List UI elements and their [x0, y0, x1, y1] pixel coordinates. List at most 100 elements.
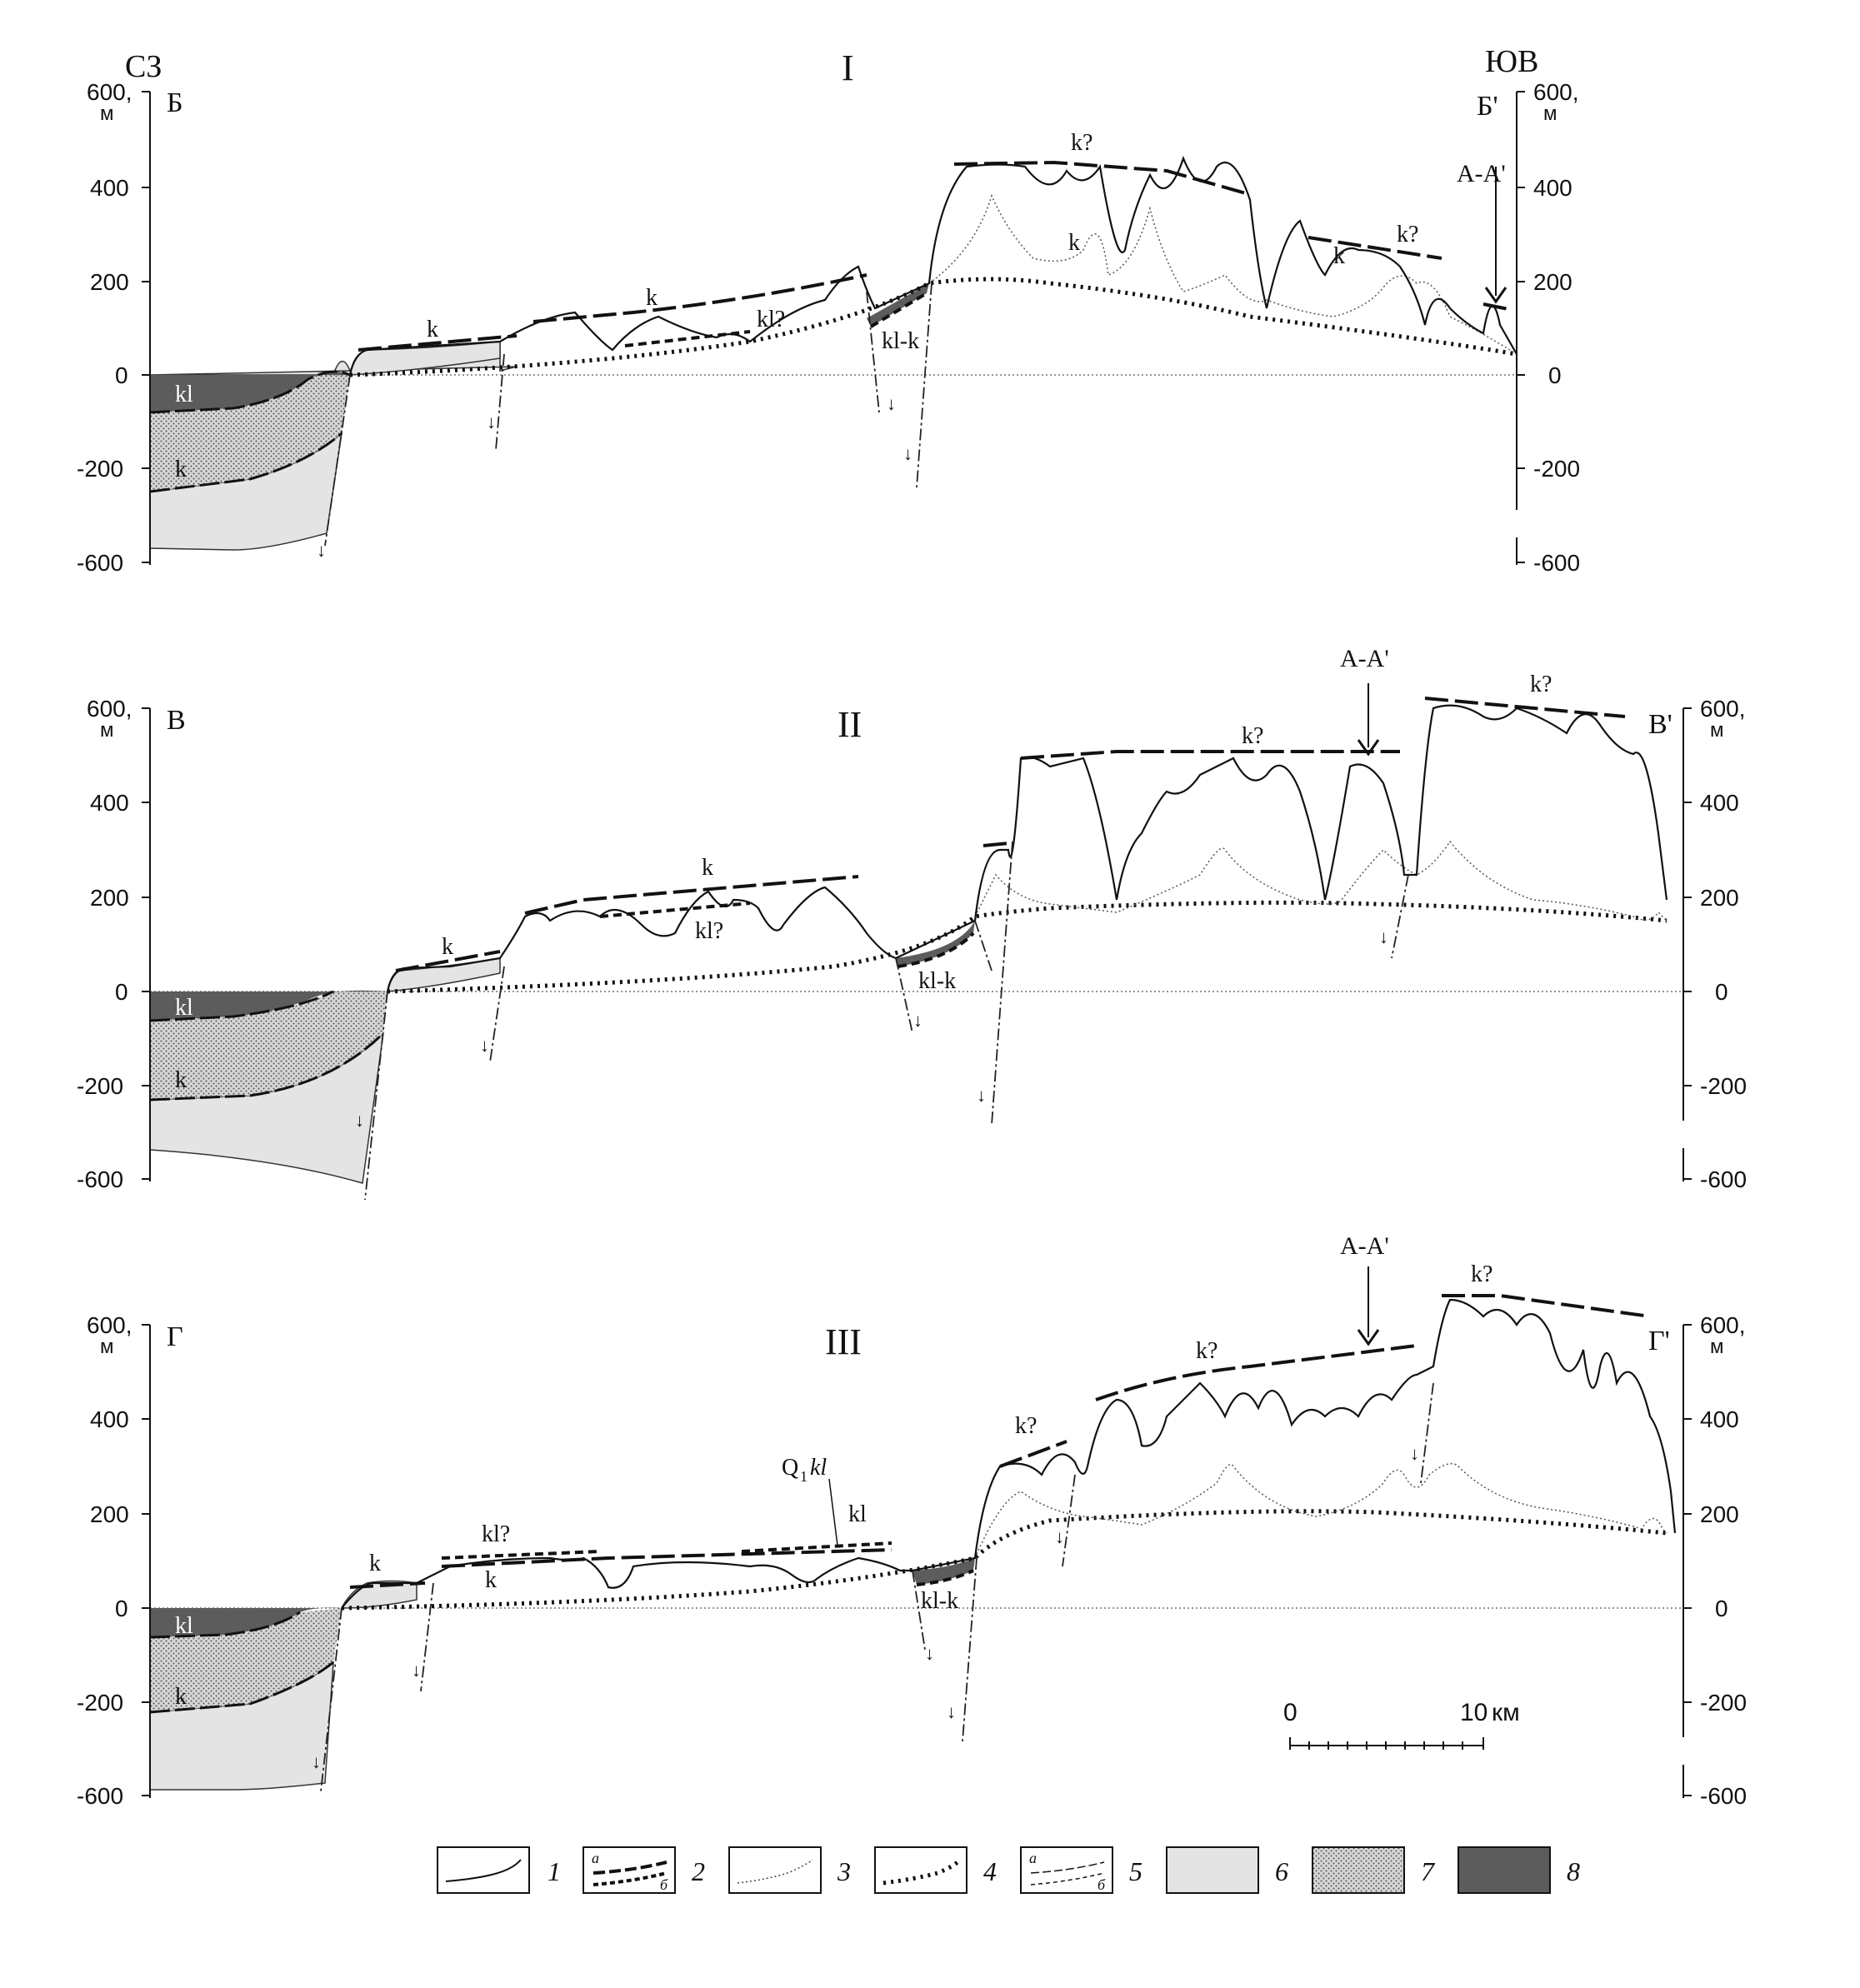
unit-label: k: [175, 1684, 187, 1710]
unit-label: kl-k: [918, 968, 956, 994]
unit-label: k?: [1397, 222, 1418, 247]
tick-400: 400: [90, 1406, 129, 1432]
unit-label: k?: [1471, 1261, 1492, 1287]
tick-600: 600,: [87, 696, 132, 722]
legend-swatch-7: [1312, 1846, 1405, 1894]
legend-num-6: 6: [1275, 1856, 1288, 1886]
tick-unit: м: [100, 719, 114, 742]
svg-text:↓: ↓: [1410, 1443, 1419, 1464]
svg-text:↓: ↓: [947, 1701, 956, 1722]
tick-unit: м: [100, 1336, 114, 1358]
unit-label: k: [485, 1567, 497, 1593]
unit-dark: [150, 372, 350, 412]
profile-end-label: Г': [1648, 1326, 1670, 1356]
legend-num-3: 3: [837, 1856, 851, 1886]
tick-neg600: -600: [77, 550, 123, 576]
legend-swatch-5: [1020, 1846, 1113, 1894]
tick-0-r: 0: [1548, 362, 1562, 388]
profile-II: ↓ ↓ ↓ ↓ ↓ 600, м 400 200 0 -200 -600 600…: [77, 645, 1747, 1201]
tick-400-r: 400: [1533, 175, 1572, 201]
legend: 1 а б 2 3 4 а б 5 6 7 8: [437, 1846, 1580, 1894]
unit-label: kl?: [482, 1521, 510, 1547]
profile-numeral: III: [825, 1321, 862, 1362]
unit-label: k: [175, 457, 187, 482]
tick-600-r: 600,: [1533, 79, 1579, 105]
unit-label: kl: [848, 1501, 867, 1527]
unit-label: k: [702, 855, 713, 881]
profile-start-label: Г: [167, 1321, 183, 1352]
unit-label: kl-k: [882, 328, 919, 354]
corner-label-nw: СЗ: [125, 49, 162, 84]
profile-start-label: Б: [167, 87, 183, 118]
svg-text:↓: ↓: [355, 1110, 364, 1131]
arrow-label: А-А': [1457, 160, 1506, 187]
unit-label: k: [646, 285, 658, 311]
scale-unit: км: [1492, 1699, 1520, 1726]
legend-swatch-4: [874, 1846, 968, 1894]
unit-label: k?: [1015, 1413, 1037, 1439]
profile-numeral: I: [842, 47, 854, 88]
unit-label: k?: [1196, 1338, 1218, 1364]
unit-label: kl: [175, 995, 193, 1021]
tick-0: 0: [115, 1596, 128, 1621]
unit-label: k: [427, 317, 438, 342]
tick-neg200: -200: [77, 1690, 123, 1716]
svg-text:↓: ↓: [903, 443, 912, 464]
unit-label: k?: [1530, 672, 1552, 697]
legend-sub-b-5: б: [1098, 1876, 1106, 1893]
scale-end: 10: [1460, 1699, 1488, 1726]
tick-neg200-r: -200: [1533, 456, 1580, 482]
unit-label: k: [1068, 230, 1080, 256]
unit-stipple: [150, 1608, 342, 1712]
tick-0-r: 0: [1715, 979, 1728, 1005]
svg-text:↓: ↓: [1379, 927, 1388, 947]
legend-num-7: 7: [1421, 1856, 1436, 1886]
tick-0: 0: [115, 979, 128, 1005]
tick-600: 600,: [87, 79, 132, 105]
legend-swatch-8: [1458, 1846, 1551, 1894]
profile-I: ↓ ↓ ↓ ↓ 600, м 400 200 0 -200 -600 60: [77, 47, 1580, 576]
svg-text:↓: ↓: [925, 1643, 934, 1664]
legend-num-4: 4: [983, 1856, 997, 1886]
tick-neg200: -200: [77, 1073, 123, 1099]
tick-neg200: -200: [77, 456, 123, 482]
svg-text:↓: ↓: [312, 1751, 321, 1772]
svg-text:↓: ↓: [887, 393, 896, 414]
corner-label-se: ЮВ: [1485, 44, 1538, 79]
profile-numeral: II: [838, 704, 862, 745]
unit-label: 1: [800, 1468, 808, 1485]
tick-200: 200: [90, 1501, 129, 1527]
unit-dark-wedge: [896, 921, 975, 967]
unit-label: kl: [175, 382, 193, 407]
unit-label: k?: [1242, 723, 1263, 749]
unit-label: kl-k: [921, 1588, 958, 1614]
tick-unit-r: м: [1543, 102, 1558, 125]
profile-start-label: В: [167, 705, 186, 736]
legend-swatch-3: [728, 1846, 822, 1894]
tick-0: 0: [115, 362, 128, 388]
profile-III: ↓ ↓ ↓ ↓ ↓ ↓ 600, м 400 200 0 -200 -600: [77, 1232, 1747, 1809]
unit-label: kl?: [695, 918, 723, 944]
svg-text:↓: ↓: [1055, 1526, 1064, 1547]
legend-sub-a-5: а: [1029, 1850, 1037, 1866]
unit-dark: [150, 990, 388, 1021]
arrow-label: А-А': [1340, 1232, 1389, 1260]
svg-text:↓: ↓: [977, 1085, 986, 1106]
legend-swatch-6: [1166, 1846, 1259, 1894]
scale-start: 0: [1283, 1699, 1298, 1726]
scale-bar: 0 10 км: [1283, 1699, 1520, 1750]
tick-200: 200: [90, 885, 129, 911]
tick-600: 600,: [87, 1312, 132, 1338]
svg-text:↓: ↓: [487, 412, 496, 432]
unit-label: kl?: [757, 307, 785, 332]
legend-sub-b-2: б: [660, 1876, 668, 1893]
unit-dark-wedge: [867, 283, 929, 327]
svg-text:↓: ↓: [317, 540, 326, 561]
unit-label: k?: [1071, 130, 1092, 156]
tick-unit-r: м: [1710, 1336, 1724, 1358]
tick-unit: м: [100, 102, 114, 125]
arrow-label: А-А': [1340, 645, 1389, 672]
unit-dark-fill: [912, 1558, 975, 1585]
tick-neg600-r: -600: [1700, 1783, 1747, 1809]
